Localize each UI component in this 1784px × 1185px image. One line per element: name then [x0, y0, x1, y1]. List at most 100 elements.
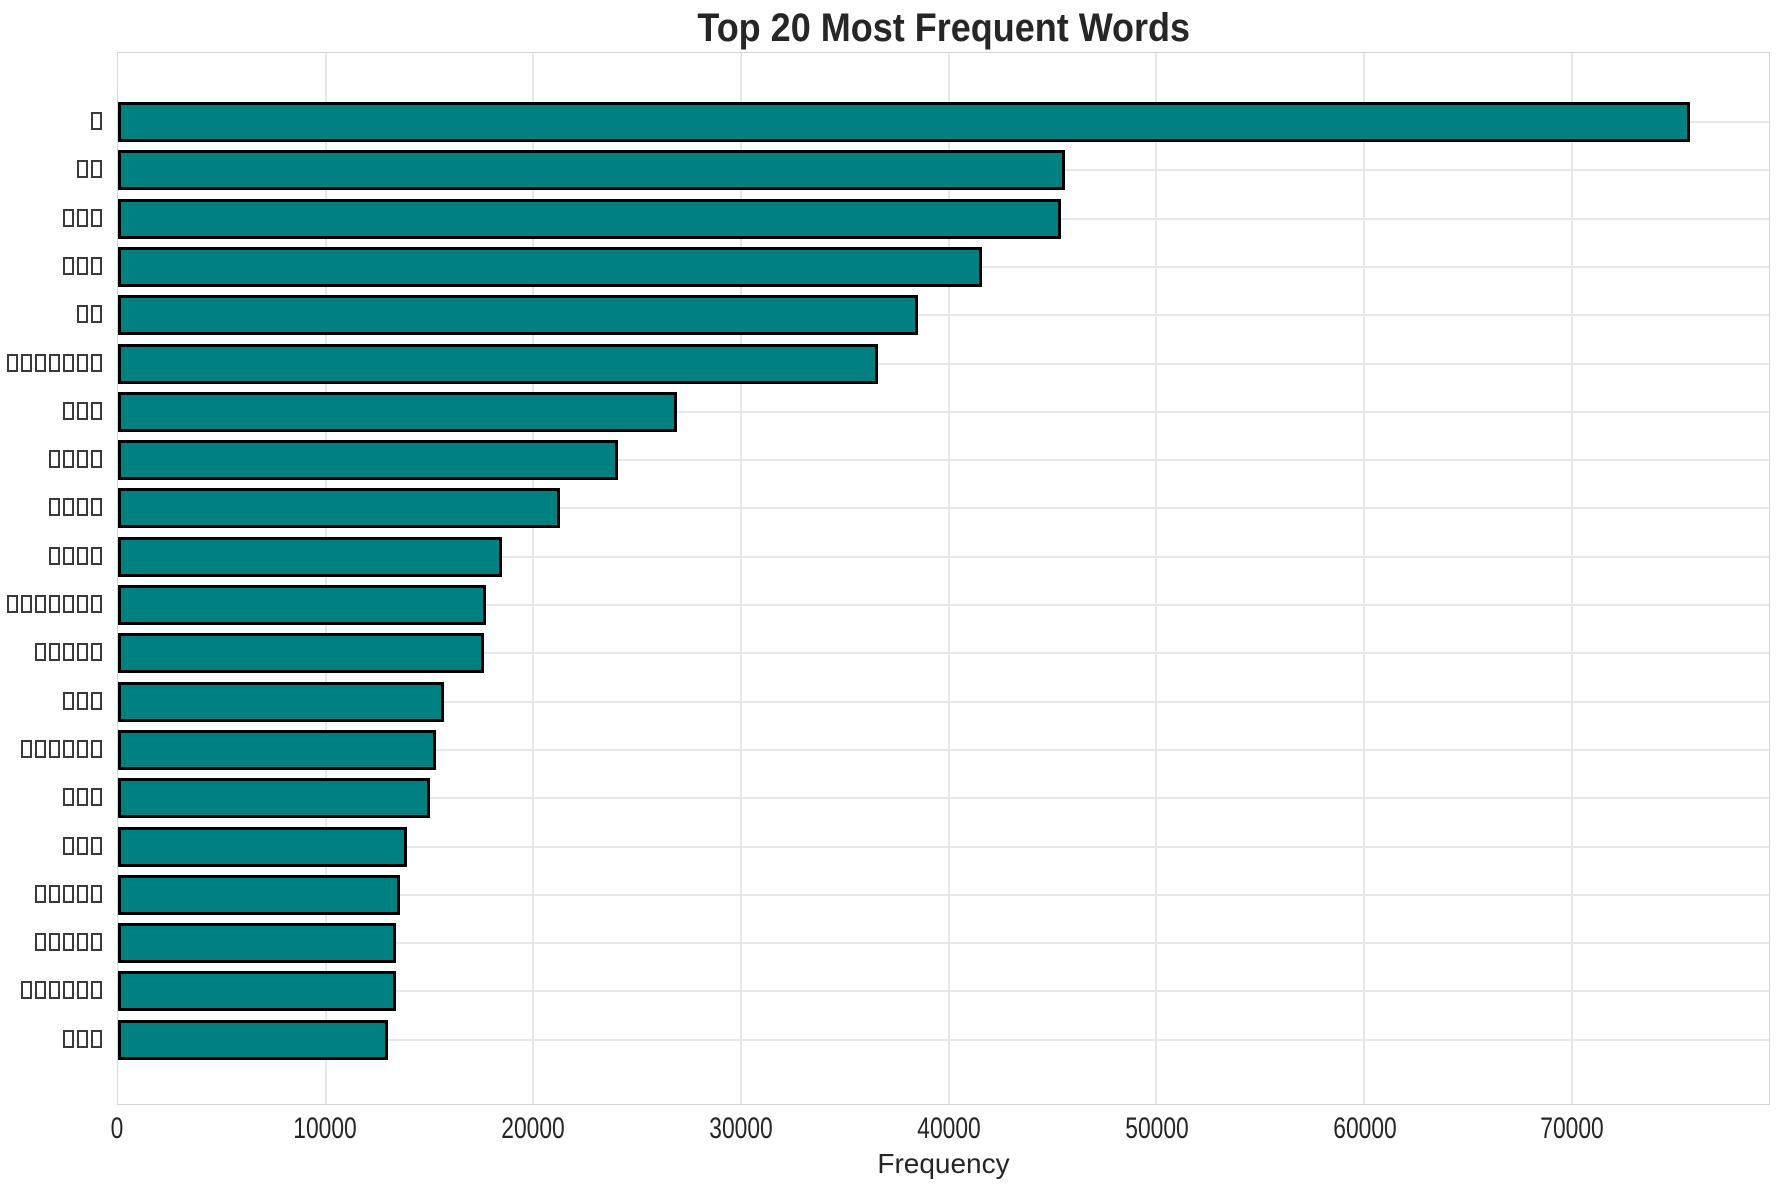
bar — [118, 923, 397, 964]
gridline-horizontal — [118, 700, 1769, 703]
tofu-glyph — [90, 739, 102, 758]
y-tick-label — [0, 198, 103, 238]
bar — [118, 102, 1691, 142]
tofu-glyph — [76, 498, 88, 517]
x-tick-label: 60000 — [1332, 1112, 1397, 1145]
tofu-glyph — [76, 643, 88, 662]
tofu-glyph — [90, 595, 102, 613]
tofu-glyph — [76, 836, 88, 855]
tofu-glyph — [48, 739, 60, 758]
tofu-glyph — [90, 450, 102, 469]
tofu-glyph — [62, 836, 74, 855]
tofu-glyph — [90, 112, 102, 130]
tofu-glyph — [34, 739, 46, 758]
tofu-glyph — [90, 498, 102, 517]
x-tick-label: 40000 — [916, 1112, 981, 1145]
plot-area — [117, 52, 1770, 1105]
gridline-horizontal — [118, 410, 1769, 413]
x-tick-label: 50000 — [1124, 1112, 1189, 1145]
tofu-glyph — [62, 691, 74, 710]
y-tick-label — [0, 922, 103, 962]
tofu-glyph — [34, 933, 46, 952]
bar — [118, 536, 503, 577]
y-tick-label — [0, 681, 103, 721]
tofu-glyph — [20, 981, 32, 1000]
y-tick-label — [0, 584, 103, 624]
gridline-vertical — [1363, 53, 1366, 1104]
gridline-horizontal — [118, 507, 1769, 510]
tofu-glyph — [76, 884, 88, 903]
tofu-glyph — [62, 595, 74, 613]
y-tick-label — [0, 1019, 103, 1059]
tofu-glyph — [48, 353, 60, 372]
tofu-glyph — [62, 1029, 74, 1048]
tofu-glyph — [76, 208, 88, 227]
tofu-glyph — [76, 546, 88, 565]
y-tick-label — [0, 729, 103, 769]
tofu-glyph — [48, 498, 60, 517]
y-tick-label — [0, 149, 103, 189]
tofu-glyph — [90, 546, 102, 565]
tofu-glyph — [90, 981, 102, 1000]
x-tick-label: 10000 — [293, 1112, 357, 1145]
y-tick-label — [0, 343, 103, 383]
gridline-vertical — [324, 53, 327, 1104]
tofu-glyph — [76, 691, 88, 710]
tofu-glyph — [48, 981, 60, 1000]
gridline-horizontal — [118, 459, 1769, 462]
chart-title: Top 20 Most Frequent Words — [697, 6, 1190, 50]
y-tick-label — [0, 874, 103, 914]
bar — [118, 440, 619, 481]
tofu-glyph — [90, 643, 102, 662]
tofu-glyph — [76, 450, 88, 469]
y-tick-label — [0, 970, 103, 1010]
gridline-horizontal — [118, 845, 1769, 848]
tofu-glyph — [62, 498, 74, 517]
tofu-glyph — [90, 401, 102, 420]
bar — [118, 150, 1065, 191]
y-tick-label — [0, 101, 103, 141]
tofu-glyph — [76, 981, 88, 1000]
tofu-glyph — [76, 353, 88, 372]
tofu-glyph — [34, 643, 46, 662]
bar — [118, 874, 401, 915]
tofu-glyph — [48, 884, 60, 903]
tofu-glyph — [76, 160, 88, 179]
y-tick-label — [0, 487, 103, 527]
tofu-glyph — [62, 256, 74, 275]
tofu-glyph — [6, 595, 18, 613]
tofu-glyph — [90, 788, 102, 807]
gridline-horizontal — [118, 1038, 1769, 1041]
gridline-horizontal — [118, 314, 1769, 317]
tofu-glyph — [62, 401, 74, 420]
tofu-glyph — [76, 305, 88, 324]
tofu-glyph — [90, 1029, 102, 1048]
y-tick-label — [0, 632, 103, 672]
tofu-glyph — [90, 933, 102, 952]
bar — [118, 391, 677, 432]
tofu-glyph — [62, 208, 74, 227]
tofu-glyph — [34, 353, 46, 372]
tofu-glyph — [62, 546, 74, 565]
bar — [118, 343, 879, 384]
gridline-horizontal — [118, 652, 1769, 655]
gridline-horizontal — [118, 555, 1769, 558]
tofu-glyph — [76, 256, 88, 275]
tofu-glyph — [90, 305, 102, 324]
bar — [118, 681, 445, 722]
tofu-glyph — [20, 739, 32, 758]
tofu-glyph — [62, 353, 74, 372]
tofu-glyph — [48, 450, 60, 469]
tofu-glyph — [62, 981, 74, 1000]
gridline-horizontal — [118, 604, 1769, 606]
tofu-glyph — [76, 1029, 88, 1048]
tofu-glyph — [76, 933, 88, 952]
gridline-vertical — [1155, 53, 1158, 1104]
y-tick-label — [0, 246, 103, 286]
bar — [118, 633, 484, 674]
y-tick-label — [0, 536, 103, 576]
tofu-glyph — [48, 595, 60, 613]
bar — [118, 246, 982, 287]
bar — [118, 488, 561, 529]
